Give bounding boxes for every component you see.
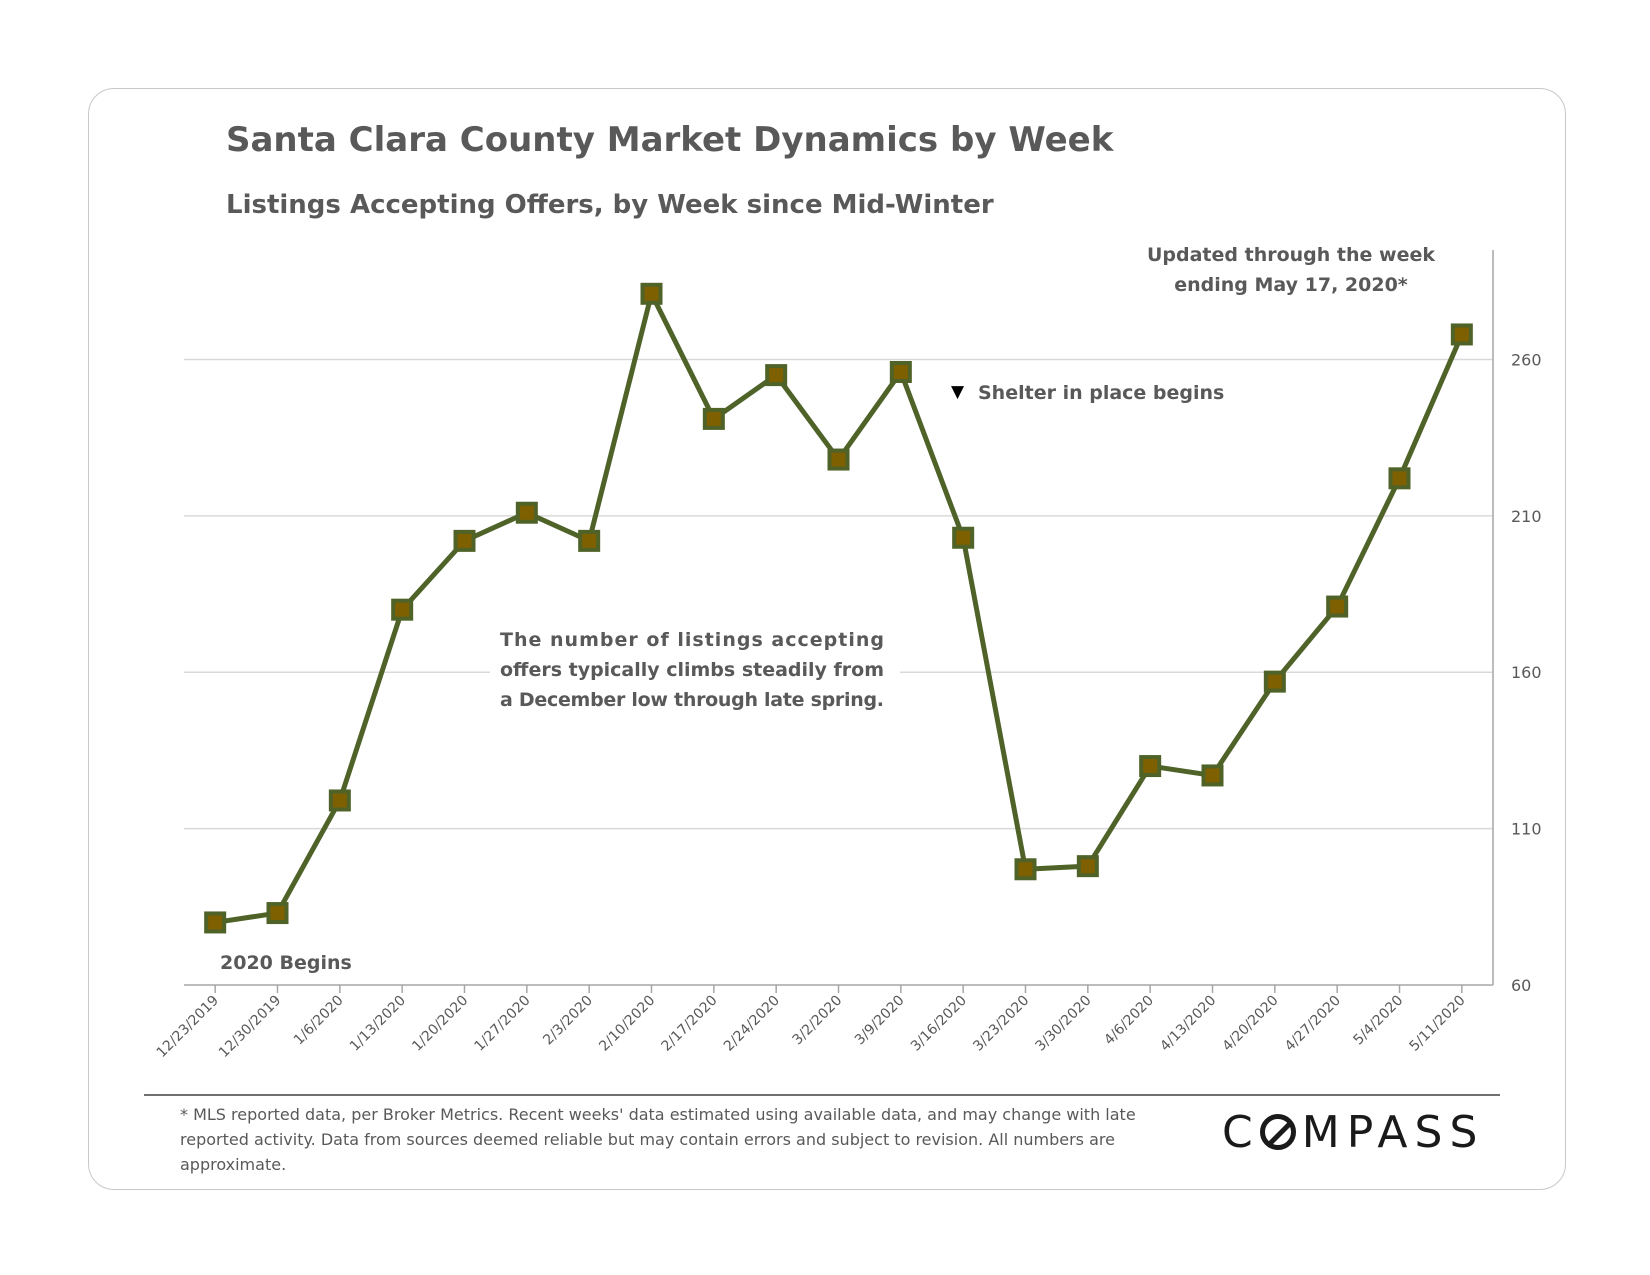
x-tick-label: 3/23/2020 [970, 993, 1032, 1055]
data-point [1388, 467, 1411, 490]
chart-title: Santa Clara County Market Dynamics by We… [226, 120, 1114, 160]
shelter-marker: ▼ [951, 382, 965, 402]
note-background [490, 620, 900, 715]
data-point [1201, 764, 1224, 787]
x-tick-label: 5/4/2020 [1351, 993, 1407, 1049]
data-point [578, 529, 601, 552]
footnote: * MLS reported data, per Broker Metrics.… [180, 1105, 1136, 1174]
data-point [328, 789, 351, 812]
data-point [515, 501, 538, 524]
x-tick-label: 4/27/2020 [1282, 993, 1344, 1055]
note-line: a December low through late spring. [500, 689, 884, 711]
data-point [1326, 595, 1349, 618]
x-tick-label: 3/2/2020 [790, 993, 846, 1049]
y-tick-label: 260 [1511, 350, 1542, 369]
data-point [453, 529, 476, 552]
data-point [889, 360, 912, 383]
data-point [1139, 755, 1162, 778]
y-tick-label: 210 [1511, 507, 1542, 526]
data-point [702, 407, 725, 430]
y-tick-label: 160 [1511, 663, 1542, 682]
note-line: The number of listings accepting [500, 629, 884, 651]
x-tick-label: 1/13/2020 [347, 993, 409, 1055]
compass-logo-o [1259, 1114, 1296, 1150]
updated-note-line: Updated through the week [1147, 244, 1435, 266]
x-tick-label: 2/17/2020 [659, 993, 721, 1055]
chart-subtitle: Listings Accepting Offers, by Week since… [226, 190, 994, 220]
y-tick-label: 110 [1511, 820, 1542, 839]
x-tick-label: 4/20/2020 [1220, 993, 1282, 1055]
data-point [640, 282, 663, 305]
data-point [391, 598, 414, 621]
data-point [1014, 858, 1037, 881]
x-tick-label: 12/30/2019 [216, 993, 284, 1061]
compass-logo: C MPASS [1222, 1107, 1485, 1158]
data-point [266, 902, 289, 925]
note-line: offers typically climbs steadily from [500, 659, 884, 681]
x-tick-label: 1/6/2020 [291, 993, 347, 1049]
x-tick-label: 3/9/2020 [852, 993, 908, 1049]
x-tick-label: 4/6/2020 [1101, 993, 1157, 1049]
x-tick-label: 5/11/2020 [1407, 993, 1469, 1055]
y-tick-label: 60 [1511, 976, 1531, 995]
data-point [1263, 670, 1286, 693]
x-tick-label: 2/24/2020 [721, 993, 783, 1055]
x-tick-label: 3/30/2020 [1033, 993, 1095, 1055]
data-point [1076, 855, 1099, 878]
data-point [765, 364, 788, 387]
compass-logo-rest: MPASS [1301, 1107, 1485, 1158]
x-tick-label: 2/10/2020 [596, 993, 658, 1055]
data-point [952, 526, 975, 549]
data-point [1450, 323, 1473, 346]
x-tick-label: 12/23/2019 [154, 993, 222, 1061]
begins-annotation: 2020 Begins [220, 952, 352, 974]
x-tick-label: 3/16/2020 [908, 993, 970, 1055]
shelter-annotation: Shelter in place begins [978, 382, 1224, 404]
updated-note-line: ending May 17, 2020* [1174, 274, 1408, 296]
x-tick-label: 1/27/2020 [472, 993, 534, 1055]
data-point [827, 448, 850, 471]
x-tick-label: 4/13/2020 [1157, 993, 1219, 1055]
x-tick-label: 2/3/2020 [540, 993, 596, 1049]
data-point [204, 911, 227, 934]
x-tick-label: 1/20/2020 [409, 993, 471, 1055]
